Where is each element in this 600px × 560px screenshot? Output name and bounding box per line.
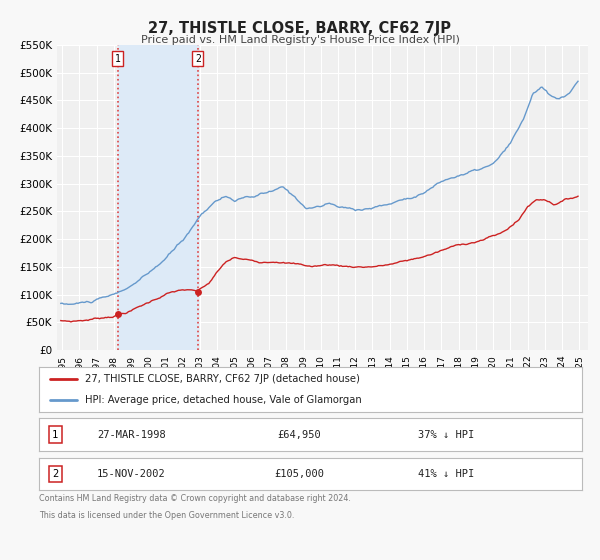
Text: 27, THISTLE CLOSE, BARRY, CF62 7JP: 27, THISTLE CLOSE, BARRY, CF62 7JP [149, 21, 452, 36]
Text: 1: 1 [52, 430, 58, 440]
Text: £64,950: £64,950 [278, 430, 322, 440]
Text: 27, THISTLE CLOSE, BARRY, CF62 7JP (detached house): 27, THISTLE CLOSE, BARRY, CF62 7JP (deta… [85, 374, 360, 384]
Text: Price paid vs. HM Land Registry's House Price Index (HPI): Price paid vs. HM Land Registry's House … [140, 35, 460, 45]
Text: 1: 1 [115, 54, 121, 64]
Text: 27-MAR-1998: 27-MAR-1998 [97, 430, 166, 440]
Text: HPI: Average price, detached house, Vale of Glamorgan: HPI: Average price, detached house, Vale… [85, 394, 362, 404]
Text: 2: 2 [195, 54, 201, 64]
Text: 2: 2 [52, 469, 58, 479]
Text: 15-NOV-2002: 15-NOV-2002 [97, 469, 166, 479]
Text: Contains HM Land Registry data © Crown copyright and database right 2024.: Contains HM Land Registry data © Crown c… [39, 494, 351, 503]
Text: 37% ↓ HPI: 37% ↓ HPI [418, 430, 475, 440]
Text: 41% ↓ HPI: 41% ↓ HPI [418, 469, 475, 479]
Text: This data is licensed under the Open Government Licence v3.0.: This data is licensed under the Open Gov… [39, 511, 295, 520]
Text: £105,000: £105,000 [275, 469, 325, 479]
Bar [118, 45, 198, 350]
